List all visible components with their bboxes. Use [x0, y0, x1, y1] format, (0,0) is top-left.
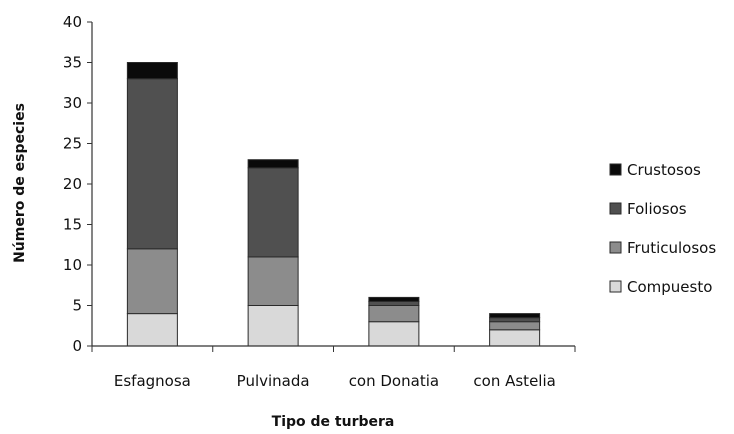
- y-tick-label: 0: [72, 337, 82, 355]
- bar-segment: [126, 78, 178, 250]
- bar-segment: [368, 321, 420, 347]
- bar-segment: [489, 329, 541, 347]
- y-tick-label: 25: [63, 135, 82, 153]
- x-tick-label: con Donatia: [349, 372, 439, 390]
- y-tick-label: 10: [63, 256, 82, 274]
- legend-swatch: [609, 280, 622, 293]
- bar-segment: [247, 159, 299, 169]
- y-tick-label: 5: [72, 297, 82, 315]
- legend-swatch: [609, 202, 622, 215]
- legend-swatch: [609, 163, 622, 176]
- y-axis: 0 5 10 15 20 25 30 35 40: [63, 13, 93, 355]
- bar-segment: [247, 256, 299, 306]
- x-axis-title: Tipo de turbera: [272, 414, 395, 430]
- y-tick-label: 35: [63, 54, 82, 72]
- bar-segment: [368, 300, 420, 307]
- y-tick-label: 40: [63, 13, 82, 31]
- bar-segment: [126, 313, 178, 347]
- bar-segment: [368, 296, 420, 302]
- bar-segment: [489, 317, 541, 323]
- y-tick-label: 15: [63, 216, 82, 234]
- x-tick-label: con Astelia: [473, 372, 555, 390]
- x-axis: Esfagnosa Pulvinada con Donatia con Astelia: [91, 345, 576, 390]
- legend-label: Fruticulosos: [627, 239, 716, 257]
- x-tick-label: Esfagnosa: [114, 372, 191, 390]
- bar-segment: [247, 305, 299, 347]
- legend-label: Foliosos: [627, 200, 687, 218]
- bar-segment: [489, 313, 541, 319]
- y-axis-title: Número de especies: [12, 103, 28, 263]
- bar-segment: [126, 62, 178, 80]
- y-tick-label: 30: [63, 94, 82, 112]
- plot-area: [126, 62, 541, 347]
- bar-segment: [368, 305, 420, 323]
- bar-segment: [489, 321, 541, 331]
- bar-segment: [126, 248, 178, 315]
- legend-label: Crustosos: [627, 161, 701, 179]
- legend-swatch: [609, 241, 622, 254]
- x-tick-label: Pulvinada: [237, 372, 310, 390]
- legend-label: Compuesto: [627, 278, 712, 296]
- bar-segment: [247, 167, 299, 258]
- y-tick-label: 20: [63, 175, 82, 193]
- legend: Crustosos Foliosos Fruticulosos Compuesto: [609, 161, 716, 296]
